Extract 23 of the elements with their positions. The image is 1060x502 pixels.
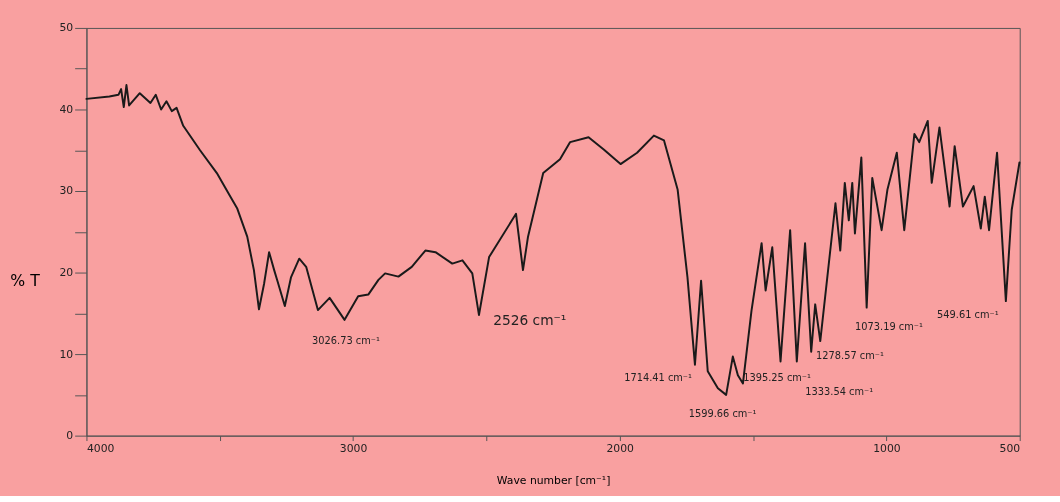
annotation: 1278.57 cm⁻¹ <box>816 349 884 361</box>
x-tick-label: 4000 <box>86 441 115 455</box>
y-tick-label: 0 <box>66 429 74 443</box>
x-tick-label: 1000 <box>873 441 901 455</box>
annotation: 549.61 cm⁻¹ <box>937 308 999 320</box>
annotation: 1073.19 cm⁻¹ <box>855 321 923 333</box>
annotation: 1714.41 cm⁻¹ <box>624 372 693 384</box>
annotation: 1333.54 cm⁻¹ <box>805 385 874 397</box>
y-tick-label: 40 <box>59 102 74 116</box>
y-tick-label: 20 <box>59 266 74 279</box>
y-tick-label: 10 <box>59 347 74 361</box>
x-axis-title: Wave number [cm⁻¹] <box>496 474 611 488</box>
annotation: 1599.66 cm⁻¹ <box>688 408 757 420</box>
line-series <box>85 84 1021 396</box>
annotation: 2526 cm⁻¹ <box>493 311 567 328</box>
x-tick-label: 2000 <box>606 441 635 455</box>
annotation: 1395.25 cm⁻¹ <box>743 372 812 384</box>
x-tick-label: 500 <box>999 441 1021 455</box>
y-tick-label: 30 <box>59 184 74 198</box>
annotation: 3026.73 cm⁻¹ <box>312 335 380 347</box>
y-tick-label: 50 <box>59 21 74 35</box>
x-tick-label: 3000 <box>339 441 368 455</box>
y-axis-title: % T <box>10 270 41 290</box>
